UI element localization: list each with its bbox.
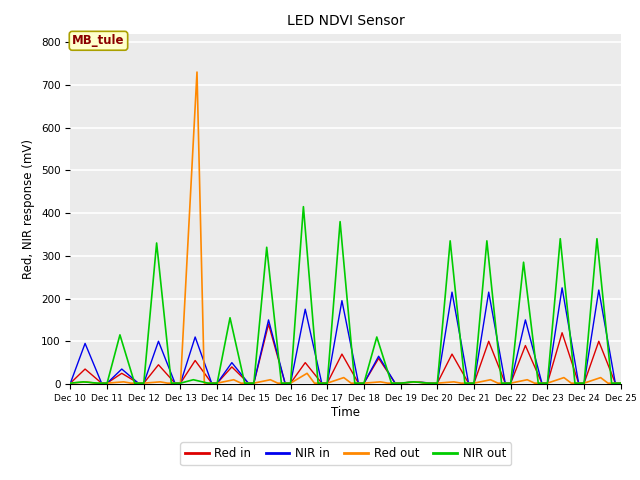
- Line: NIR out: NIR out: [70, 207, 640, 383]
- Line: NIR in: NIR in: [70, 288, 640, 383]
- NIR out: [300, 204, 307, 210]
- Red out: [140, 380, 148, 386]
- Red in: [67, 380, 74, 386]
- NIR in: [360, 380, 368, 386]
- X-axis label: Time: Time: [331, 406, 360, 419]
- Red in: [465, 380, 472, 386]
- Red out: [67, 380, 74, 386]
- Red in: [360, 380, 368, 386]
- Legend: Red in, NIR in, Red out, NIR out: Red in, NIR in, Red out, NIR out: [180, 443, 511, 465]
- NIR out: [67, 380, 74, 386]
- Y-axis label: Red, NIR response (mV): Red, NIR response (mV): [22, 139, 35, 279]
- Line: Red out: Red out: [70, 72, 640, 383]
- NIR out: [140, 380, 148, 386]
- Red out: [458, 380, 465, 386]
- NIR in: [67, 380, 74, 386]
- NIR in: [397, 380, 404, 386]
- NIR out: [461, 380, 468, 386]
- Title: LED NDVI Sensor: LED NDVI Sensor: [287, 14, 404, 28]
- NIR out: [323, 380, 331, 386]
- NIR in: [558, 285, 566, 291]
- NIR in: [318, 380, 326, 386]
- NIR in: [140, 380, 148, 386]
- NIR out: [446, 238, 454, 244]
- Red in: [140, 380, 148, 386]
- NIR out: [360, 380, 368, 386]
- Red in: [323, 380, 331, 386]
- Red out: [397, 380, 404, 386]
- Red in: [448, 351, 456, 357]
- Red out: [360, 380, 368, 386]
- NIR out: [397, 380, 404, 386]
- Red out: [323, 380, 331, 386]
- Red out: [193, 69, 201, 75]
- Red in: [397, 380, 404, 386]
- Line: Red in: Red in: [70, 324, 640, 383]
- Red out: [450, 379, 458, 385]
- Red in: [265, 321, 273, 327]
- NIR in: [433, 380, 441, 386]
- Text: MB_tule: MB_tule: [72, 34, 125, 48]
- NIR in: [448, 289, 456, 295]
